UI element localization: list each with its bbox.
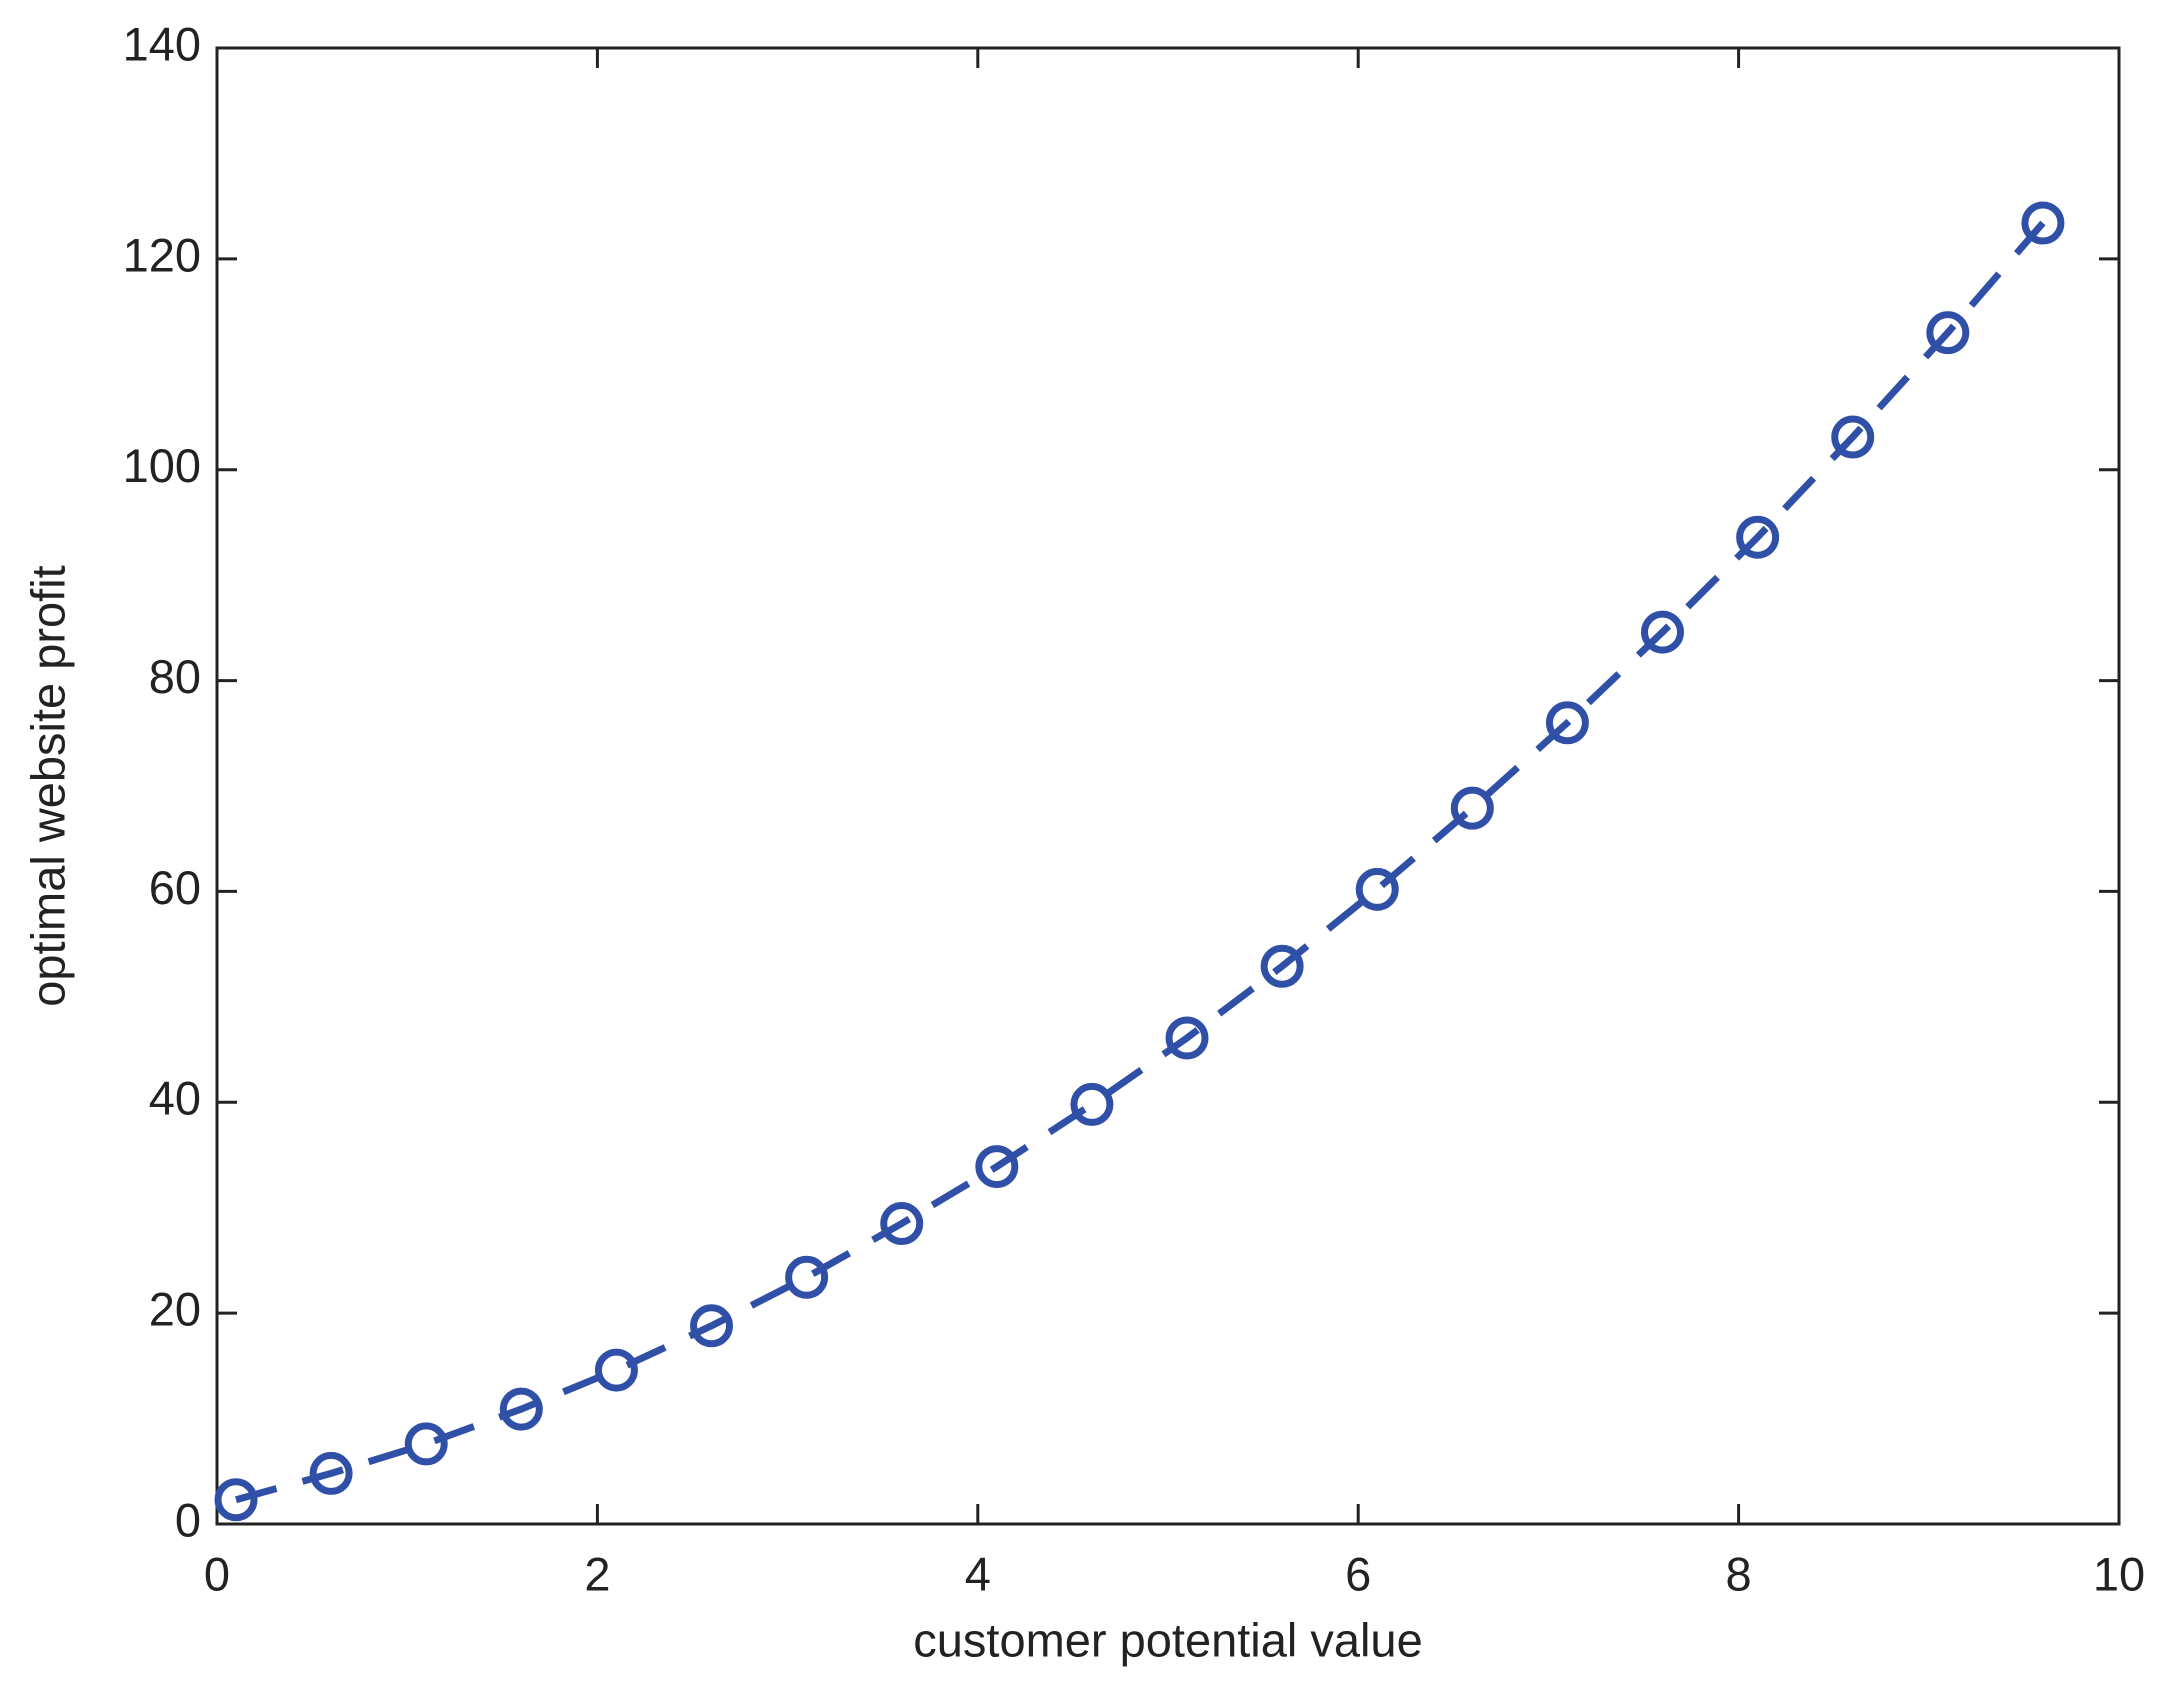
y-tick-label: 40	[149, 1072, 201, 1125]
x-tick-label: 8	[1726, 1547, 1752, 1600]
x-tick-label: 10	[2093, 1547, 2145, 1600]
y-tick-label: 120	[123, 228, 201, 281]
data-point	[1355, 867, 1399, 911]
data-point	[214, 1478, 258, 1522]
x-tick-label: 0	[204, 1547, 230, 1600]
data-point	[1926, 311, 1970, 355]
data-point	[880, 1202, 924, 1246]
y-axis-label: optimal website profit	[21, 565, 74, 1006]
data-point	[2021, 201, 2065, 245]
data-point	[975, 1145, 1019, 1189]
plot-frame	[215, 46, 2121, 1526]
data-point	[1450, 786, 1494, 830]
x-axis-label: customer potential value	[913, 1613, 1422, 1666]
data-point	[1831, 415, 1875, 459]
data-line	[235, 220, 2046, 1504]
x-tick-label: 4	[965, 1547, 991, 1600]
y-tick-label: 80	[149, 650, 201, 703]
x-tick-label: 6	[1345, 1547, 1371, 1600]
y-tick-label: 140	[123, 17, 201, 70]
data-point	[499, 1387, 543, 1431]
data-point	[1070, 1082, 1114, 1126]
data-point	[1736, 515, 1780, 559]
data-point	[1165, 1016, 1209, 1060]
data-point	[309, 1451, 353, 1495]
data-point	[1545, 701, 1589, 745]
x-tick-label: 2	[584, 1547, 610, 1600]
data-point	[404, 1422, 448, 1466]
data-point	[1260, 944, 1304, 988]
y-tick-label: 0	[175, 1493, 201, 1546]
data-point	[690, 1304, 734, 1348]
data-point	[594, 1348, 638, 1392]
y-tick-label: 60	[149, 861, 201, 914]
y-tick-label: 20	[149, 1283, 201, 1336]
data-point	[1641, 610, 1685, 654]
y-tick-label: 100	[123, 439, 201, 492]
data-point	[785, 1255, 829, 1299]
